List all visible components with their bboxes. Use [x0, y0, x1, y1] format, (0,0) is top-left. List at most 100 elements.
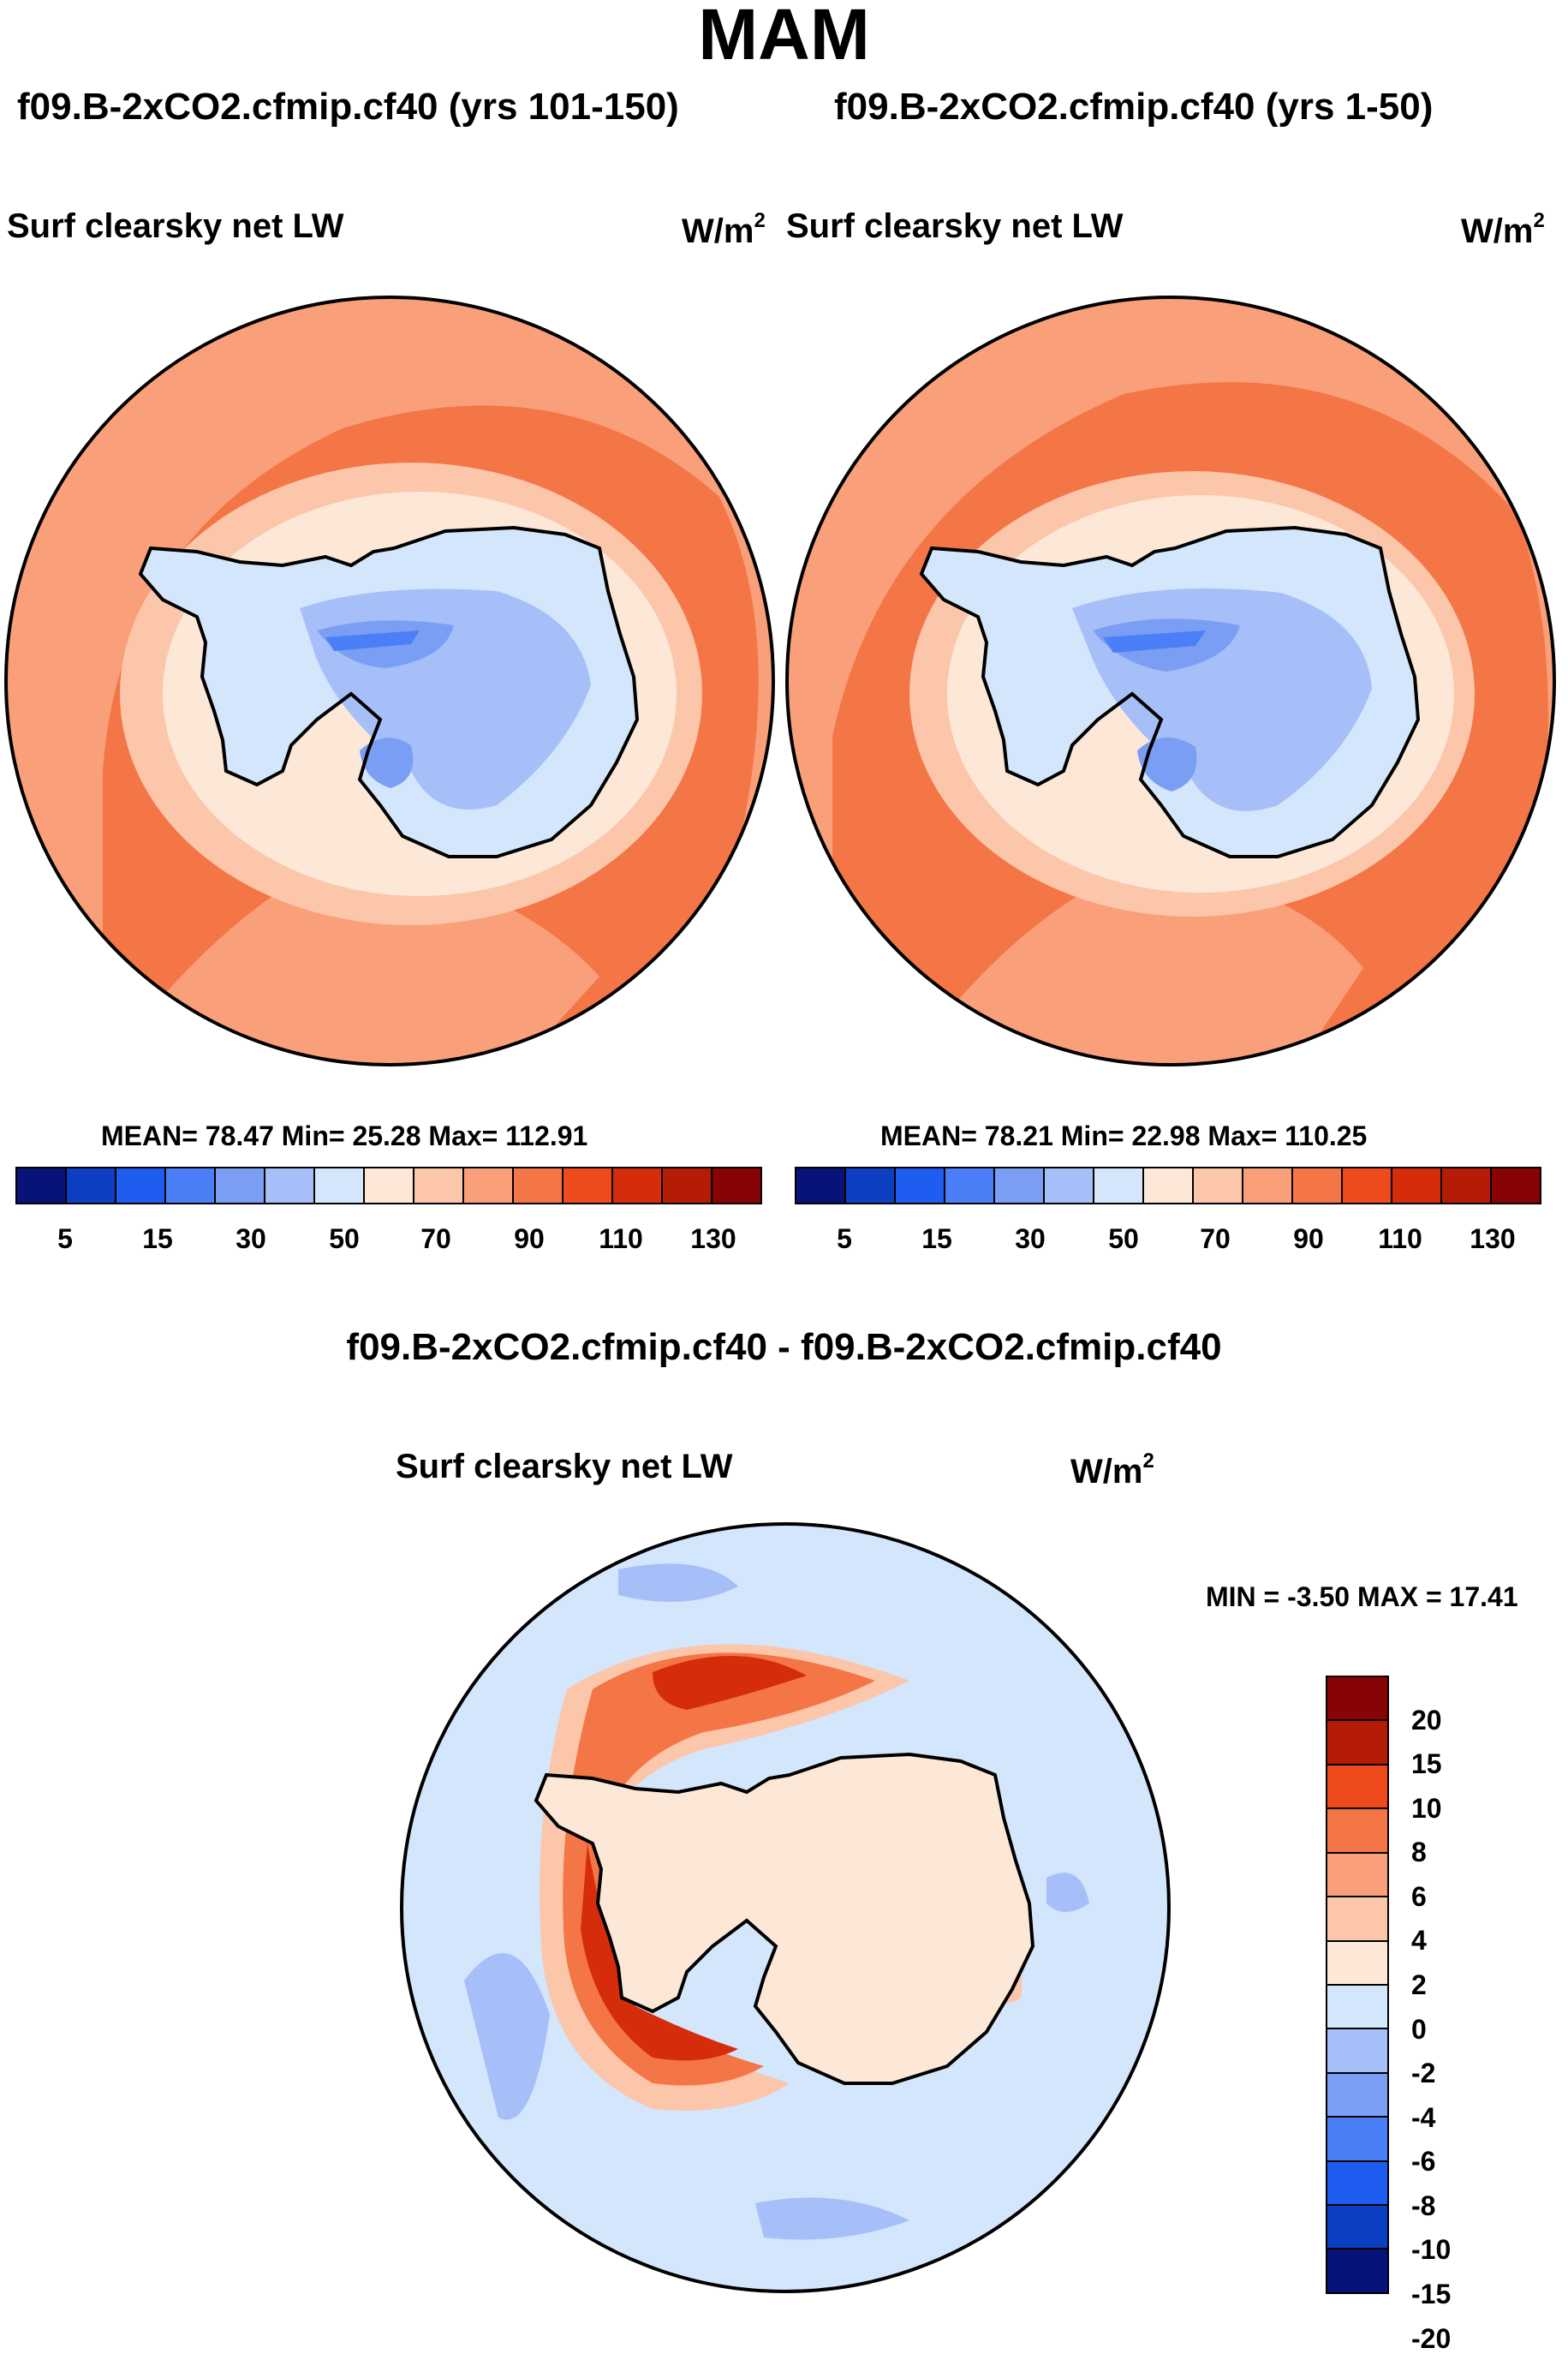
panel-1-polar-map [4, 296, 775, 1066]
warm-anomaly-mid [563, 1652, 875, 2086]
negative-patch [464, 1953, 550, 2120]
colorbar-tick: 50 [1108, 1223, 1139, 1254]
ross-shelf-dark [1137, 737, 1197, 792]
colorbar-tick: 15 [142, 1223, 173, 1254]
colorbar-swatch [1045, 1168, 1094, 1203]
colorbar-swatch [17, 1168, 67, 1203]
colorbar-swatch [1144, 1168, 1194, 1203]
colorbar-swatch [1327, 2073, 1387, 2118]
colorbar-swatch [663, 1168, 712, 1203]
colorbar-swatch [1327, 1677, 1387, 1722]
colorbar-tick: -20 [1411, 2322, 1452, 2354]
colorbar-swatch [846, 1168, 896, 1203]
colorbar-tick: 70 [420, 1223, 451, 1254]
colorbar-swatch [896, 1168, 945, 1203]
colorbar-tick: 5 [57, 1223, 73, 1254]
panel-2-colorbar [795, 1167, 1541, 1204]
colorbar-tick: 15 [1411, 1748, 1442, 1780]
colorbar-swatch [1327, 1721, 1387, 1766]
difference-stats: MIN = -3.50 MAX = 17.41 [1206, 1581, 1518, 1612]
colorbar-tick: 10 [1411, 1792, 1442, 1824]
colorbar-swatch [1327, 2249, 1387, 2292]
colorbar-swatch [1392, 1168, 1442, 1203]
colorbar-swatch [414, 1168, 464, 1203]
colorbar-tick: 0 [1411, 2013, 1427, 2045]
colorbar-tick: 8 [1411, 1837, 1427, 1868]
difference-polar-map [400, 1522, 1171, 2293]
colorbar-tick: -4 [1411, 2101, 1436, 2133]
colorbar-tick: 4 [1411, 1925, 1427, 1957]
panel-1-units: W/m2 [682, 209, 766, 250]
colorbar-swatch [1442, 1168, 1492, 1203]
colorbar-swatch [796, 1168, 846, 1203]
negative-patch [1046, 1873, 1089, 1912]
colorbar-swatch [945, 1168, 995, 1203]
colorbar-swatch [1327, 1765, 1387, 1810]
difference-field-label: Surf clearsky net LW [396, 1448, 733, 1485]
colorbar-swatch [365, 1168, 414, 1203]
colorbar-tick: 130 [690, 1223, 736, 1254]
colorbar-tick: 70 [1200, 1223, 1231, 1254]
colorbar-swatch [563, 1168, 613, 1203]
colorbar-swatch [1327, 1809, 1387, 1854]
cool-ocean-band [901, 865, 1363, 1065]
colorbar-tick: -10 [1411, 2234, 1452, 2266]
difference-units: W/m2 [1070, 1449, 1154, 1491]
warm-anomaly-core [581, 1843, 738, 2061]
colorbar-swatch [67, 1168, 116, 1203]
ross-shelf-dark [360, 738, 414, 788]
panel-1-colorbar [15, 1167, 762, 1204]
colorbar-swatch [712, 1168, 760, 1203]
panel-2-field-label: Surf clearsky net LW [786, 207, 1124, 245]
panel-2-stats: MEAN= 78.21 Min= 22.98 Max= 110.25 [880, 1120, 1368, 1151]
difference-colorbar-ticks: 20 15 10 8 6 4 2 0 -2 -4 -6 -8 -10 -15 -20 [1411, 1676, 1514, 2352]
colorbar-swatch [166, 1168, 216, 1203]
colorbar-swatch [116, 1168, 166, 1203]
colorbar-swatch [464, 1168, 514, 1203]
colorbar-swatch [1327, 2206, 1387, 2250]
colorbar-tick: 5 [837, 1223, 852, 1254]
colorbar-tick: 130 [1470, 1223, 1516, 1254]
colorbar-tick: 110 [1378, 1223, 1422, 1254]
colorbar-tick: 2 [1411, 1969, 1427, 2000]
panel-2-units: W/m2 [1461, 209, 1545, 250]
panel-1-field-label: Surf clearsky net LW [7, 207, 344, 245]
colorbar-tick: -8 [1411, 2190, 1436, 2221]
colorbar-swatch [1094, 1168, 1144, 1203]
difference-title: f09.B-2xCO2.cfmip.cf40 - f09.B-2xCO2.cfm… [346, 1326, 1222, 1368]
colorbar-swatch [216, 1168, 265, 1203]
colorbar-tick: 30 [235, 1223, 266, 1254]
colorbar-swatch [1327, 1897, 1387, 1942]
colorbar-tick: 6 [1411, 1880, 1427, 1912]
colorbar-swatch [1293, 1168, 1343, 1203]
colorbar-swatch [1327, 1985, 1387, 2030]
negative-patch [755, 2197, 909, 2240]
panel-1-colorbar-ticks: 5 15 30 50 70 90 110 130 [15, 1223, 762, 1258]
warm-anomaly-core [653, 1655, 807, 1710]
colorbar-swatch [265, 1168, 315, 1203]
ice-darkest-streak [1103, 630, 1206, 653]
colorbar-tick: -6 [1411, 2146, 1436, 2178]
colorbar-tick: 30 [1015, 1223, 1046, 1254]
colorbar-tick: 90 [514, 1223, 545, 1254]
colorbar-tick: 110 [599, 1223, 643, 1254]
colorbar-swatch [1327, 2029, 1387, 2074]
colorbar-swatch [613, 1168, 663, 1203]
colorbar-swatch [995, 1168, 1045, 1203]
colorbar-tick: 15 [921, 1223, 952, 1254]
colorbar-swatch [1343, 1168, 1392, 1203]
ice-darkest-streak [325, 630, 420, 651]
panel-2-colorbar-ticks: 5 15 30 50 70 90 110 130 [795, 1223, 1541, 1258]
colorbar-tick: 50 [329, 1223, 360, 1254]
colorbar-swatch [315, 1168, 365, 1203]
panel-2-run-title: f09.B-2xCO2.cfmip.cf40 (yrs 1-50) [834, 86, 1434, 128]
colorbar-tick: -15 [1411, 2279, 1452, 2309]
panel-2-polar-map [785, 296, 1556, 1066]
colorbar-swatch [1492, 1168, 1540, 1203]
colorbar-swatch [1243, 1168, 1293, 1203]
colorbar-tick: 90 [1293, 1223, 1324, 1254]
colorbar-tick: -2 [1411, 2058, 1436, 2089]
colorbar-swatch [1194, 1168, 1243, 1203]
difference-colorbar [1326, 1676, 1389, 2294]
colorbar-swatch [1327, 2161, 1387, 2207]
